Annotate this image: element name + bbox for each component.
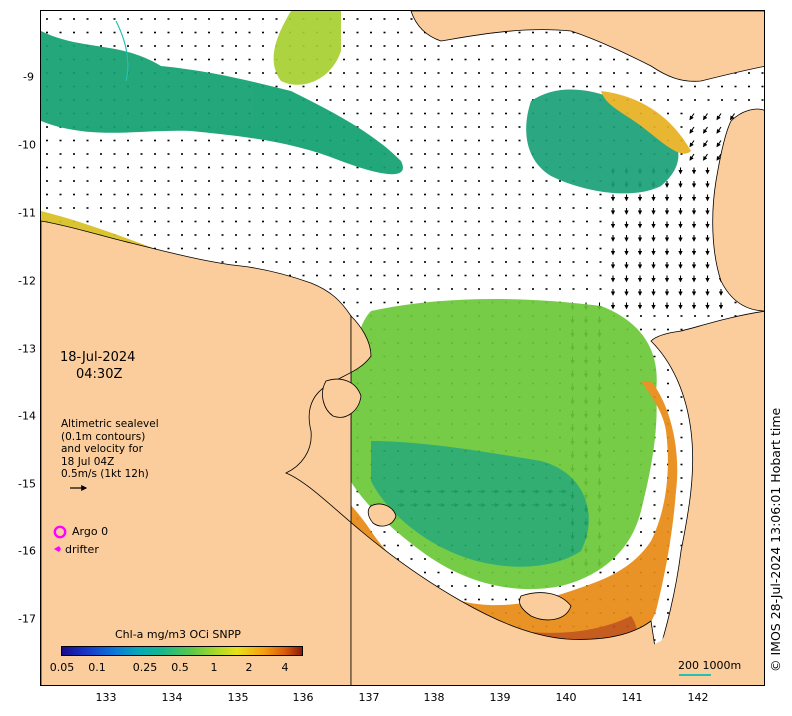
ytick-label: -16 xyxy=(18,544,36,558)
chl-patch-northeast-edge xyxy=(601,91,691,154)
date-line: 18-Jul-2024 xyxy=(60,350,136,365)
colorbar-tick: 4 xyxy=(281,661,289,674)
land-layer xyxy=(41,11,764,685)
xtick-label: 142 xyxy=(687,691,709,704)
landmass-arnhem-east xyxy=(284,315,662,685)
chl-patch-northwest xyxy=(41,31,403,175)
island-wellesley xyxy=(367,503,397,527)
map-canvas xyxy=(41,11,764,685)
velocity-arrow xyxy=(703,113,708,121)
scale-bar xyxy=(679,674,711,676)
chl-patch-gulf-ring xyxy=(286,381,678,662)
velocity-scale-arrow xyxy=(70,484,88,491)
velocity-arrow xyxy=(716,153,722,161)
argo-marker-icon xyxy=(53,525,67,539)
xtick-label: 133 xyxy=(95,691,117,704)
altimetry-line: 0.5m/s (1kt 12h) xyxy=(61,468,149,481)
ytick-label: -9 xyxy=(23,70,34,84)
xtick-label: 136 xyxy=(292,691,314,704)
colorbar-title: Chl-a mg/m3 OCi SNPP xyxy=(115,628,241,641)
velocity-arrow xyxy=(703,126,708,134)
landmass-southeast xyxy=(650,310,764,685)
altimetry-line: Altimetric sealevel xyxy=(61,418,159,430)
xtick-label: 139 xyxy=(489,691,511,704)
chl-patch-gulf-deep xyxy=(371,441,589,567)
island-groote xyxy=(322,378,362,418)
velocity-arrow xyxy=(689,126,695,134)
velocity-arrow xyxy=(689,153,695,161)
altimetry-line: (0.1m contours) xyxy=(61,430,146,443)
chl-patch-north-arm xyxy=(273,11,341,85)
xtick-label: 140 xyxy=(555,691,577,704)
altimetry-note: Altimetric sealevel (0.1m contours) and … xyxy=(61,418,159,492)
ytick-label: -13 xyxy=(18,342,36,356)
ytick-label: -14 xyxy=(18,409,36,423)
credit-text: © IMOS 28-Jul-2024 13:06:01 Hobart time xyxy=(768,407,783,672)
xtick-label: 137 xyxy=(358,691,380,704)
scale-bar-label: 200 1000m xyxy=(678,659,742,672)
velocity-arrow xyxy=(716,140,722,148)
xtick-label: 141 xyxy=(621,691,643,704)
chl-patch-northeast xyxy=(526,89,679,194)
xtick-label: 134 xyxy=(161,691,183,704)
altimetry-line: 18 Jul 04Z xyxy=(61,455,115,468)
velocity-arrow xyxy=(703,153,708,161)
drifter-label: drifter xyxy=(65,543,99,556)
xtick-label: 138 xyxy=(423,691,445,704)
altimetry-line: and velocity for xyxy=(61,443,143,456)
landmass-north xyxy=(410,11,764,82)
colorbar-tick: 1 xyxy=(210,661,218,674)
velocity-arrow xyxy=(716,126,722,134)
date-label: 18-Jul-2024 04:30Z xyxy=(60,349,135,383)
colorbar-tick: 0.5 xyxy=(171,661,189,674)
velocity-arrow xyxy=(689,140,695,148)
ytick-label: -10 xyxy=(18,138,36,152)
ytick-label: -15 xyxy=(18,477,36,491)
velocity-arrow xyxy=(716,113,722,121)
ytick-label: -12 xyxy=(18,274,36,288)
xtick-label: 135 xyxy=(227,691,249,704)
colorbar-tick: 0.1 xyxy=(88,661,106,674)
island-mornington xyxy=(519,592,572,621)
time-line: 04:30Z xyxy=(76,367,123,382)
ytick-label: -17 xyxy=(18,612,36,626)
colorbar-tick: 2 xyxy=(245,661,253,674)
ytick-label: -11 xyxy=(18,206,36,220)
colorbar xyxy=(61,646,303,656)
map-panel[interactable] xyxy=(40,10,765,686)
argo-label: Argo 0 xyxy=(72,525,109,538)
colorbar-tick: 0.05 xyxy=(49,661,75,674)
chlorophyll-layer xyxy=(41,11,691,666)
colorbar-tick: 0.25 xyxy=(132,661,158,674)
landmass-arnhem-west xyxy=(41,220,352,685)
velocity-arrow xyxy=(703,140,708,148)
velocity-arrow xyxy=(689,113,695,121)
landmass-southeast-fill xyxy=(603,611,764,685)
drifter-marker-icon xyxy=(54,546,61,552)
velocity-arrow xyxy=(730,113,735,121)
landmass-cape-york xyxy=(712,108,764,312)
sealevel-contour xyxy=(115,20,129,82)
